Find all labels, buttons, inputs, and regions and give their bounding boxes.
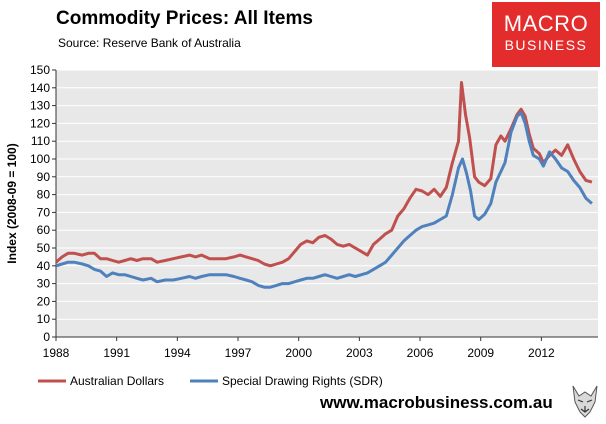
logo-line-2: BUSINESS [504, 37, 588, 53]
x-tick-label: 2012 [528, 346, 555, 360]
x-tick-label: 1994 [164, 346, 191, 360]
y-tick-label: 70 [37, 205, 51, 219]
logo-line-1: MACRO [503, 11, 589, 36]
gridlines [56, 69, 598, 320]
y-tick-label: 120 [30, 116, 50, 130]
y-axis-label: Index (2008-09 = 100) [5, 143, 19, 263]
macrobusiness-logo[interactable]: MACRO BUSINESS [492, 2, 600, 67]
y-tick-label: 90 [37, 170, 51, 184]
series-line-sdr [55, 111, 593, 289]
y-tick-label: 20 [37, 294, 51, 308]
y-tick-label: 10 [37, 312, 51, 326]
axes: 0 10 20 30 40 50 60 70 80 90 100 110 120 130 140 150 198… [30, 63, 598, 360]
legend-label-aud: Australian Dollars [70, 374, 164, 388]
y-tick-label: 110 [31, 134, 50, 148]
footer-url[interactable]: www.macrobusiness.com.au [320, 393, 553, 412]
y-tick-label: 150 [30, 63, 50, 77]
y-tick-label: 80 [37, 188, 51, 202]
series-lines [55, 81, 593, 289]
y-tick-label: 0 [43, 330, 50, 344]
y-tick-label: 30 [37, 277, 51, 291]
y-tick-label: 40 [37, 259, 51, 273]
x-tick-label: 1991 [103, 346, 130, 360]
y-tick-label: 100 [30, 152, 50, 166]
y-tick-label: 60 [37, 223, 51, 237]
x-tick-label: 1988 [43, 346, 70, 360]
legend: Australian Dollars Special Drawing Rights… [38, 374, 383, 388]
x-tick-label: 1997 [225, 346, 252, 360]
x-tick-label: 2000 [285, 346, 312, 360]
y-tick-label: 130 [30, 99, 50, 113]
plot-area [56, 70, 598, 337]
chart-source: Source: Reserve Bank of Australia [58, 36, 241, 50]
y-tick-label: 140 [30, 81, 50, 95]
x-tick-label: 2003 [346, 346, 373, 360]
x-tick-label: 2006 [407, 346, 434, 360]
chart-title: Commodity Prices: All Items [56, 8, 313, 29]
wolf-logo-icon [570, 382, 600, 420]
y-tick-label: 50 [37, 241, 51, 255]
x-tick-label: 2009 [467, 346, 494, 360]
legend-label-sdr: Special Drawing Rights (SDR) [222, 374, 383, 388]
